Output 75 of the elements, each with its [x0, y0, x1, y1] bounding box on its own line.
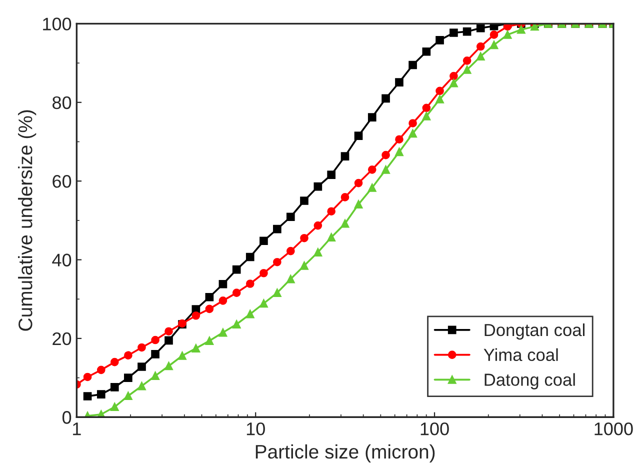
point — [340, 219, 350, 228]
point — [273, 288, 282, 297]
legend-label: Dongtan coal — [484, 323, 585, 340]
x-tick-label: 100 — [420, 422, 449, 436]
x-tick-label: 1000 — [594, 422, 633, 436]
point — [327, 233, 336, 242]
point — [260, 236, 268, 246]
y-tick-label: 20 — [52, 332, 72, 346]
y-axis-title: Cumulative undersize (%) — [18, 110, 36, 331]
point — [436, 36, 444, 44]
y-tick-label: 40 — [52, 254, 72, 266]
point — [218, 328, 228, 337]
point — [408, 129, 417, 138]
point — [218, 280, 228, 288]
point — [368, 113, 376, 122]
point — [450, 28, 458, 37]
point — [286, 212, 295, 222]
point — [530, 24, 539, 31]
legend-label: Datong coal — [484, 373, 575, 390]
point — [490, 40, 498, 50]
point — [164, 362, 173, 370]
point — [205, 336, 214, 345]
point — [124, 392, 132, 400]
point — [110, 383, 119, 392]
point — [138, 362, 146, 371]
point — [476, 24, 485, 32]
x-tick-label: 1 — [73, 422, 81, 436]
y-tick-label: 80 — [52, 96, 72, 110]
point — [151, 350, 160, 358]
point — [395, 78, 404, 86]
point — [395, 148, 404, 156]
point — [462, 66, 472, 74]
point — [314, 182, 322, 191]
y-tick-label: 60 — [52, 175, 72, 188]
point — [340, 152, 350, 160]
point — [138, 382, 146, 390]
point — [408, 60, 417, 70]
point — [476, 52, 485, 61]
point — [354, 200, 363, 208]
point — [232, 265, 241, 274]
point — [151, 372, 160, 380]
point — [422, 47, 431, 56]
legend-label: Yima coal — [484, 348, 558, 362]
point — [517, 25, 526, 34]
x-axis-title: Particle size (micron) — [256, 444, 435, 462]
y-tick-label: 0 — [62, 411, 72, 424]
point — [178, 352, 186, 360]
point — [124, 374, 132, 382]
point — [232, 320, 241, 328]
point — [422, 112, 431, 120]
point — [192, 344, 200, 352]
point — [205, 292, 214, 302]
point — [286, 274, 295, 284]
point — [110, 402, 119, 412]
point — [300, 261, 308, 270]
point — [503, 30, 512, 39]
y-tick-label: 100 — [43, 18, 72, 30]
point — [300, 196, 308, 205]
point — [83, 392, 92, 400]
point — [450, 78, 458, 88]
point — [382, 94, 390, 103]
point — [273, 224, 282, 234]
point — [96, 390, 106, 398]
point — [354, 132, 363, 140]
x-tick-label: 10 — [246, 422, 265, 436]
point — [164, 336, 173, 345]
point — [436, 95, 444, 104]
point — [327, 170, 336, 179]
point — [246, 310, 254, 318]
point — [246, 252, 254, 262]
point — [368, 184, 376, 192]
point — [462, 27, 472, 36]
point — [314, 248, 322, 256]
point — [382, 165, 390, 174]
point — [260, 299, 268, 308]
